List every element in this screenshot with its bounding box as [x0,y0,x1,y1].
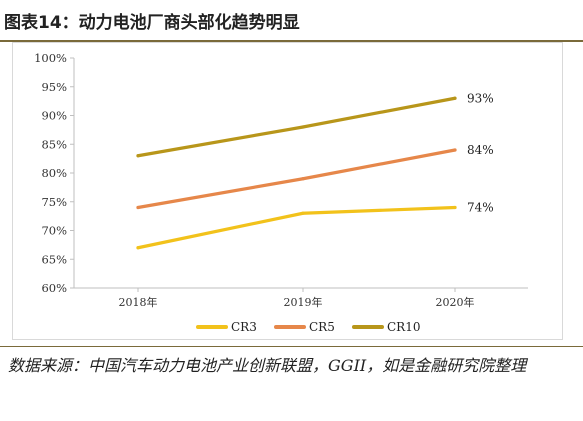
y-tick-label: 85% [41,137,67,151]
source-bar: 数据来源：中国汽车动力电池产业创新联盟，GGII，如是金融研究院整理 [0,346,583,421]
data-point-cr3 [453,205,457,210]
x-tick-label: 2019年 [284,295,323,309]
chart-frame [12,42,563,340]
data-point-cr10 [453,96,457,100]
chart-legend: CR3 CR5 CR10 [196,320,421,334]
data-point-cr5 [301,177,305,181]
line-chart: 60% 65% 70% 75% 80% 85% 90% 95% 100% 2018年 2019年 20… [34,51,528,334]
y-tick-label: 75% [41,195,67,209]
end-label-cr5: 84% [467,143,494,157]
legend-label-cr10: CR10 [387,320,421,334]
end-label-cr3: 74% [467,201,494,215]
data-point-cr10 [136,154,140,158]
y-tick-label: 60% [41,281,67,295]
series-line-cr3 [136,205,457,250]
x-tick-label: 2020年 [436,295,475,309]
y-tick-label: 100% [34,51,67,65]
data-point-cr3 [136,246,140,250]
data-point-cr5 [453,148,457,152]
x-tick-label: 2018年 [119,295,158,309]
data-point-cr10 [301,125,305,129]
chart-axes: 60% 65% 70% 75% 80% 85% 90% 95% 100% 2018年 2019年 20… [34,51,528,309]
legend-label-cr3: CR3 [231,320,257,334]
chart-series [136,96,457,250]
series-line-cr5 [136,148,457,210]
y-tick-label: 90% [41,109,67,123]
title-bar: 图表14：动力电池厂商头部化趋势明显 [0,0,583,42]
series-line-cr10 [136,96,457,158]
figure-title: 图表14：动力电池厂商头部化趋势明显 [4,13,300,33]
legend-label-cr5: CR5 [309,320,335,334]
y-tick-label: 95% [41,80,67,94]
data-point-cr3 [301,211,305,215]
y-tick-label: 65% [41,252,67,266]
source-note: 数据来源：中国汽车动力电池产业创新联盟，GGII，如是金融研究院整理 [8,356,527,375]
y-tick-label: 80% [41,166,67,180]
chart-end-labels: 74% 84% 93% [467,91,494,214]
data-point-cr5 [136,205,140,210]
y-tick-label: 70% [41,224,67,238]
end-label-cr10: 93% [467,91,494,105]
